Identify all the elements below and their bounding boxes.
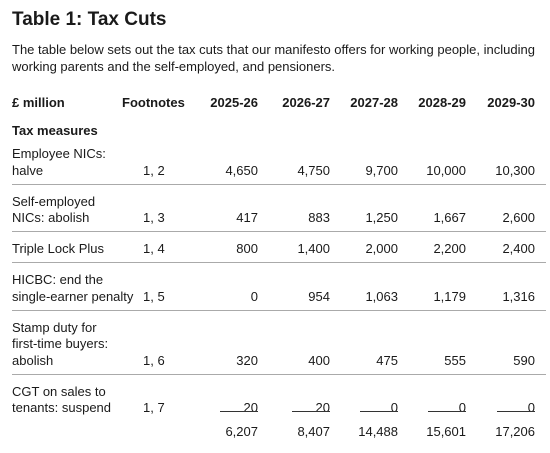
row-separator	[12, 262, 546, 263]
value: 0	[390, 400, 398, 415]
value: 475	[376, 352, 398, 368]
value: 1,179	[433, 288, 466, 304]
column-header: 2027-28	[350, 95, 398, 110]
row-label: NICs: abolish	[12, 210, 90, 225]
value: 4,750	[297, 162, 330, 178]
title: Table 1: Tax Cuts	[12, 9, 167, 30]
value: 555	[444, 352, 466, 368]
row-separator	[12, 231, 546, 232]
value: 400	[308, 352, 330, 368]
column-header: 2025-26	[210, 95, 258, 110]
footnotes: 1, 7	[143, 400, 165, 415]
footnotes: 1, 5	[143, 288, 165, 304]
value: 10,300	[495, 162, 535, 178]
footnotes: 1, 4	[143, 241, 165, 256]
value: 9,700	[365, 162, 398, 178]
row-label: CGT on sales to	[12, 383, 106, 399]
row-label: HICBC: end the	[12, 272, 104, 287]
total-rule	[220, 411, 258, 412]
value: 20	[315, 400, 330, 415]
row-label: tenants: suspend	[12, 400, 112, 415]
row-label: Stamp duty for	[12, 319, 97, 335]
section-heading: Tax measures	[12, 123, 98, 138]
total: 6,207	[225, 424, 258, 439]
column-header: £ million	[12, 95, 65, 110]
row-label: Triple Lock Plus	[12, 241, 104, 256]
row-separator	[12, 183, 546, 185]
value: 1,400	[297, 241, 330, 256]
column-header: 2026-27	[282, 95, 330, 110]
column-header: Footnotes	[122, 95, 185, 110]
value: 590	[513, 352, 535, 368]
row-separator	[12, 373, 546, 375]
value: 2,400	[502, 241, 535, 256]
value: 1,250	[365, 210, 398, 225]
value: 0	[458, 400, 466, 415]
row-label: Employee NICs:	[12, 146, 106, 161]
total-rule	[497, 411, 535, 412]
value: 4,650	[225, 162, 258, 178]
value: 417	[236, 210, 258, 225]
footnotes: 1, 3	[143, 210, 165, 225]
row-label: Self-employed	[12, 193, 96, 209]
value: 20	[243, 400, 258, 415]
value: 2,200	[433, 241, 466, 256]
value: 800	[236, 241, 258, 256]
value: 320	[236, 352, 258, 368]
total: 14,488	[358, 424, 398, 439]
row-label: first-time buyers:	[12, 336, 109, 351]
value: 883	[308, 210, 330, 225]
total-rule	[360, 411, 398, 412]
row-label: halve	[12, 162, 44, 178]
total: 15,601	[426, 424, 466, 439]
value: 1,316	[502, 288, 535, 304]
footnotes: 1, 6	[143, 352, 165, 368]
value: 2,600	[502, 210, 535, 225]
intro: The table below sets out the tax cuts th…	[12, 42, 535, 74]
total: 17,206	[495, 424, 535, 439]
column-header: 2028-29	[418, 95, 466, 110]
value: 0	[250, 288, 258, 304]
total: 8,407	[297, 424, 330, 439]
value: 954	[308, 288, 330, 304]
value: 0	[527, 400, 535, 415]
column-header: 2029-30	[487, 95, 535, 110]
value: 1,063	[365, 288, 398, 304]
total-rule	[428, 411, 466, 412]
value: 1,667	[433, 210, 466, 225]
row-separator	[12, 309, 546, 311]
total-rule	[292, 411, 330, 412]
footnotes: 1, 2	[143, 162, 165, 178]
value: 10,000	[426, 162, 466, 178]
row-label: abolish	[12, 352, 54, 368]
value: 2,000	[365, 241, 398, 256]
row-label: single-earner penalty	[12, 288, 134, 304]
